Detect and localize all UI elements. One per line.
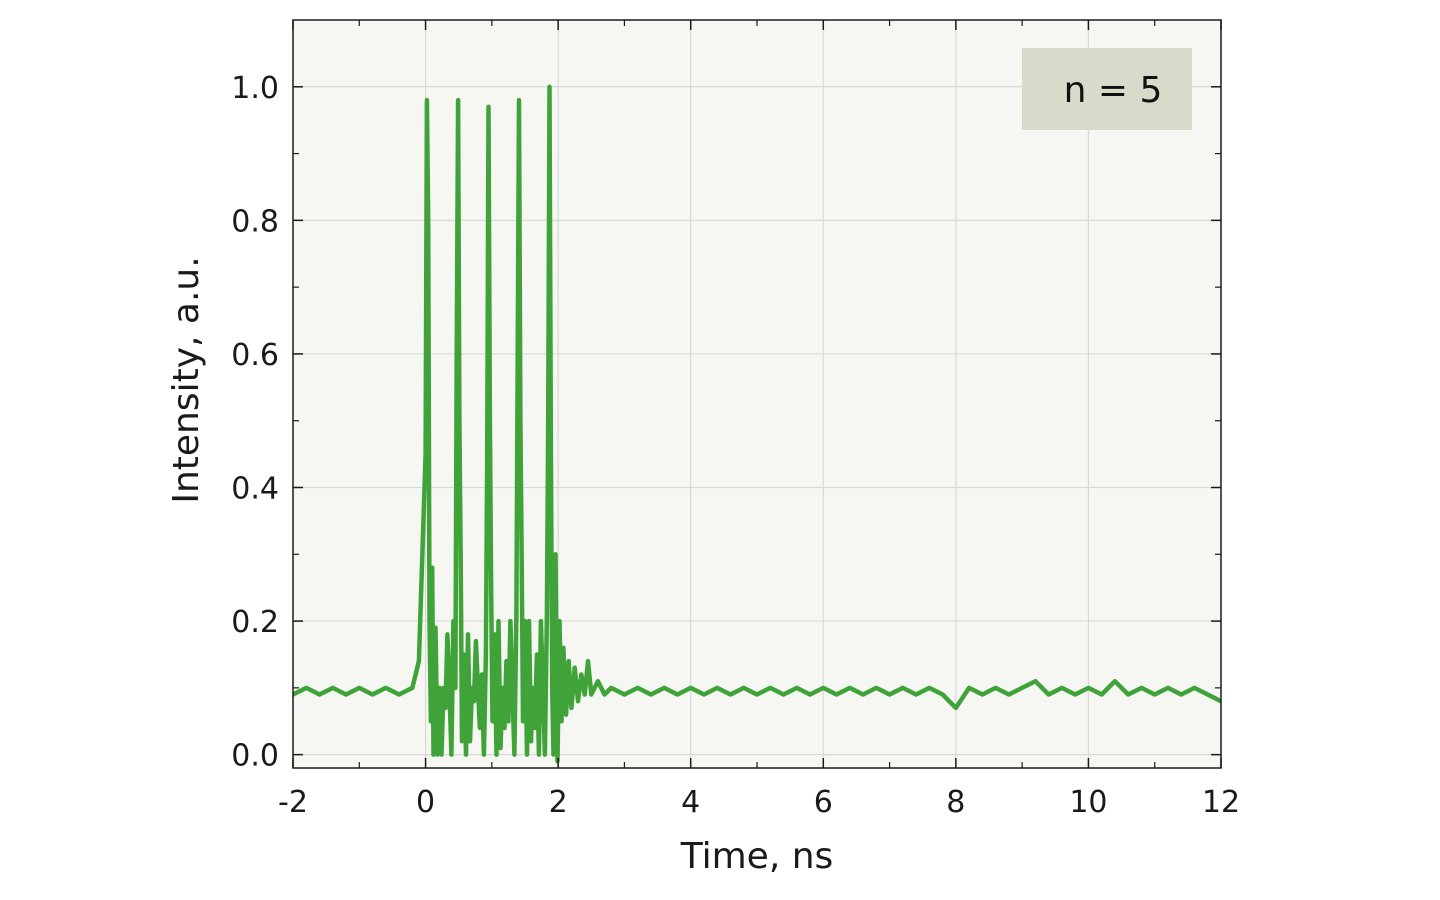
x-tick-label: 12 <box>1202 785 1240 820</box>
series-line <box>293 84 1221 764</box>
axis-tick-labels: -2 0 2 4 6 8 10 12 0.0 0.2 0.4 0.6 0.8 1.0 <box>231 71 1240 820</box>
x-tick-label: -2 <box>278 785 308 820</box>
series-layer <box>293 84 1221 764</box>
x-tick-label: 10 <box>1069 785 1107 820</box>
y-axis-title: Intensity, a.u. <box>166 256 207 503</box>
axis-ticks <box>292 20 1222 768</box>
annotation-box: n = 5 <box>1022 48 1192 130</box>
y-tick-label: 0.2 <box>231 605 279 640</box>
annotation-text: n = 5 <box>1064 70 1163 111</box>
y-tick-label: 0.8 <box>231 204 279 239</box>
annotation-background <box>1022 48 1192 130</box>
y-tick-label: 0.6 <box>231 338 279 373</box>
x-tick-label: 6 <box>814 785 833 820</box>
x-tick-label: 4 <box>681 785 700 820</box>
x-tick-label: 8 <box>946 785 965 820</box>
y-tick-label: 1.0 <box>231 71 279 106</box>
x-axis-title: Time, ns <box>680 836 834 877</box>
grid-lines <box>293 20 1221 768</box>
x-tick-label: 2 <box>549 785 568 820</box>
y-tick-label: 0.4 <box>231 472 279 507</box>
y-tick-label: 0.0 <box>231 739 279 774</box>
x-tick-label: 0 <box>416 785 435 820</box>
